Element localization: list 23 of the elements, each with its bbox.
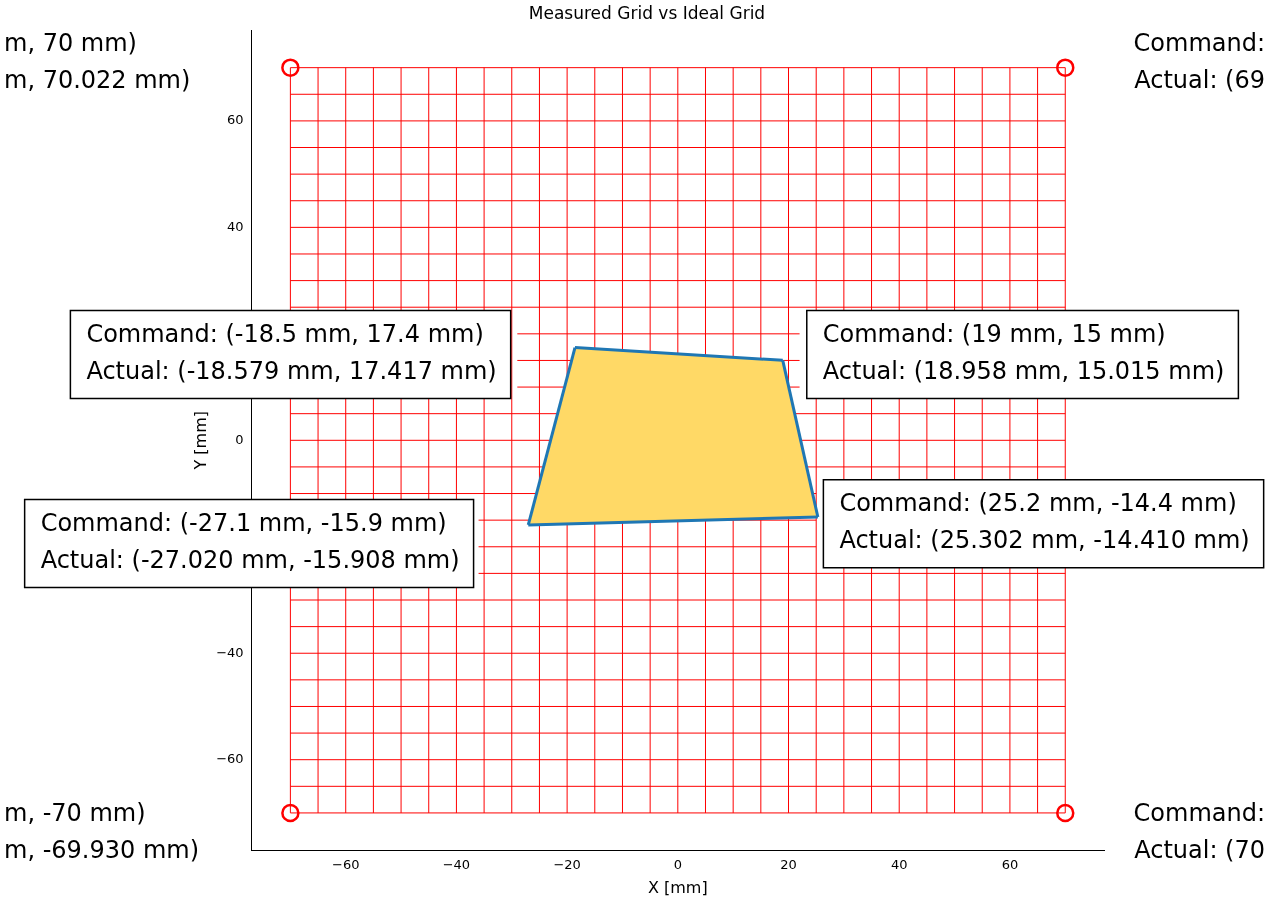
annotation: Command: (25.2 mm, -14.4 mm) Actual: (25.302 mm, -14.410 mm) [839,489,1250,555]
x-axis-title: X [mm] [647,877,708,897]
y-tick-label: −60 [216,751,244,767]
y-tick-label: 60 [227,112,244,128]
text: Command: Actual: (70 [1133,799,1265,865]
y-tick-label: 40 [227,218,244,234]
x-tick-label: −20 [553,857,581,873]
x-tick-label: 0 [673,857,682,873]
chart-title: Measured Grid vs Ideal Grid [528,2,766,23]
text: m, 70 mm) m, 70.022 mm) [4,29,191,95]
x-tick-label: 40 [890,857,908,873]
x-tick-label: −40 [442,857,471,873]
text: m, -70 mm) m, -69.930 mm) [4,799,200,865]
y-tick-label: 0 [235,431,244,447]
annotation: Command: (-18.5 mm, 17.4 mm) Actual: (-18.579 mm, 17.417 mm) [86,320,497,386]
text: Command: Actual: (69 [1133,29,1265,95]
annotation: Command: (-27.1 mm, -15.9 mm) Actual: (-27.020 mm, -15.908 mm) [40,509,460,575]
y-tick-label: −40 [216,644,244,660]
y-axis-title: Y [mm] [190,411,210,471]
x-tick-label: 60 [1001,857,1019,873]
x-tick-label: 20 [780,857,797,873]
x-tick-label: −60 [332,857,360,873]
annotation: Command: (19 mm, 15 mm) Actual: (18.958 mm, 15.015 mm) [822,320,1225,386]
